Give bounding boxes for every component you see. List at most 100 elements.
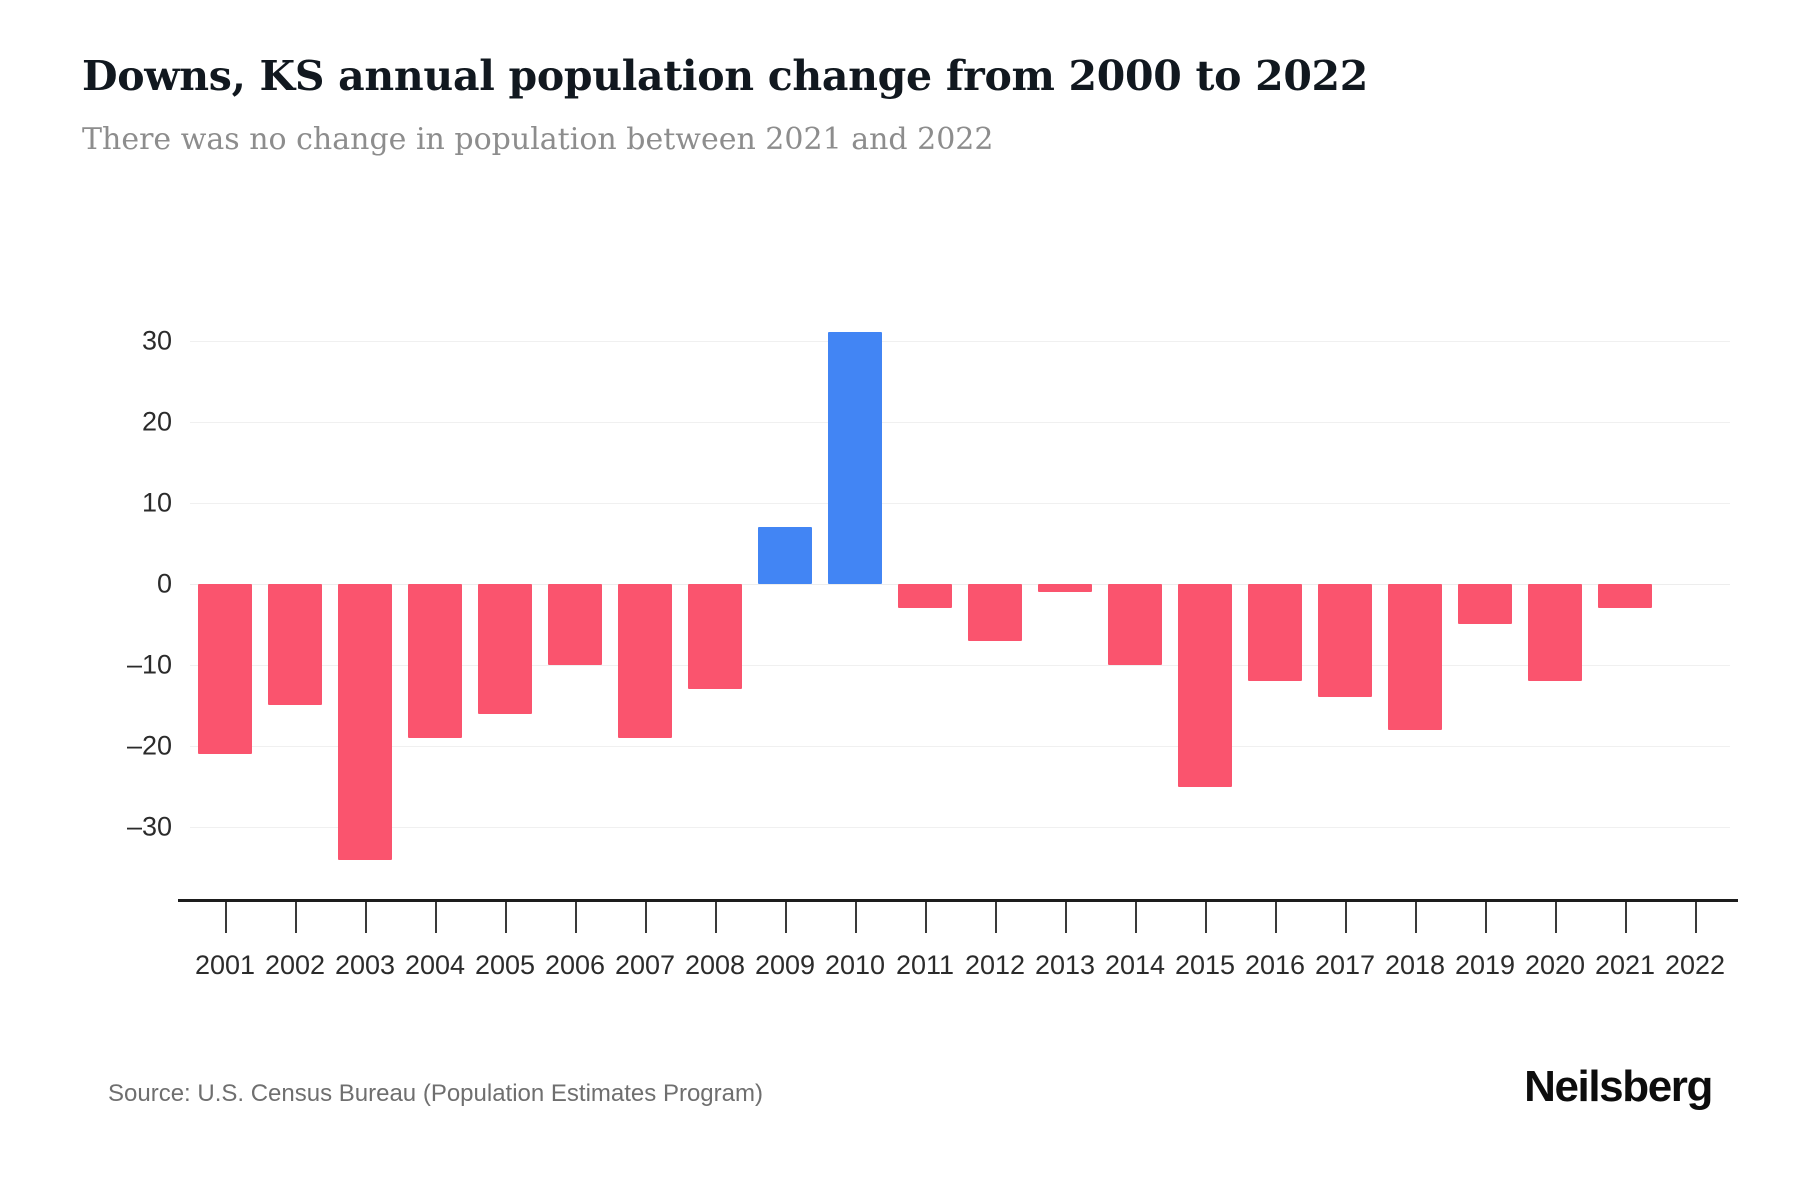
- bar-slot: [820, 300, 890, 892]
- bar-slot: [1450, 300, 1520, 892]
- x-axis-tick: [1275, 902, 1277, 933]
- x-axis-tick-label: 2007: [614, 950, 676, 980]
- page-subtitle: There was no change in population betwee…: [82, 122, 994, 158]
- bar-2014[interactable]: [1108, 583, 1162, 665]
- y-axis-tick-label: 0: [156, 568, 172, 599]
- x-axis-tick-label: 2004: [404, 950, 466, 980]
- bar-slot: [1380, 300, 1450, 892]
- x-axis-tick-label: 2020: [1524, 950, 1586, 980]
- source-note: Source: U.S. Census Bureau (Population E…: [108, 1080, 763, 1107]
- y-axis-tick-label: –30: [126, 811, 172, 842]
- bar-slot: [190, 300, 260, 892]
- y-axis-tick-label: 30: [141, 325, 172, 356]
- x-axis-tick: [295, 902, 297, 933]
- bar-2011[interactable]: [898, 583, 952, 609]
- bar-2017[interactable]: [1318, 583, 1372, 698]
- brand-logo: Neilsberg: [1524, 1062, 1713, 1111]
- x-axis-line: [178, 899, 1738, 902]
- zero-gridline: [190, 583, 1730, 585]
- bar-slot: [540, 300, 610, 892]
- plot-area: [190, 300, 1730, 892]
- x-axis-tick-label: 2006: [544, 950, 606, 980]
- bar-2016[interactable]: [1248, 583, 1302, 682]
- x-axis-tick-label: 2022: [1664, 950, 1726, 980]
- y-axis-tick-label: 10: [141, 487, 172, 518]
- bar-slot: [890, 300, 960, 892]
- x-axis-tick: [715, 902, 717, 933]
- x-axis-tick: [505, 902, 507, 933]
- x-axis-tick-label: 2019: [1454, 950, 1516, 980]
- bar-2013[interactable]: [1038, 583, 1092, 592]
- x-axis-tick-label: 2005: [474, 950, 536, 980]
- x-axis-tick: [435, 902, 437, 933]
- bar-2012[interactable]: [968, 583, 1022, 641]
- bar-2020[interactable]: [1528, 583, 1582, 682]
- bar-slot: [330, 300, 400, 892]
- bar-2010[interactable]: [828, 332, 882, 584]
- x-axis-tick: [1555, 902, 1557, 933]
- x-axis-tick-label: 2012: [964, 950, 1026, 980]
- x-axis-tick: [1135, 902, 1137, 933]
- x-axis-tick: [785, 902, 787, 933]
- bar-2004[interactable]: [408, 583, 462, 738]
- bar-slot: [1240, 300, 1310, 892]
- bar-slot: [1030, 300, 1100, 892]
- x-axis-tick: [1485, 902, 1487, 933]
- bar-2003[interactable]: [338, 583, 392, 860]
- page-title: Downs, KS annual population change from …: [82, 52, 1369, 100]
- bar-2001[interactable]: [198, 583, 252, 755]
- x-axis-tick-label: 2017: [1314, 950, 1376, 980]
- y-axis-tick-label: 20: [141, 406, 172, 437]
- x-axis-tick: [1345, 902, 1347, 933]
- x-axis-tick: [225, 902, 227, 933]
- x-axis-tick-label: 2002: [264, 950, 326, 980]
- bar-2021[interactable]: [1598, 583, 1652, 609]
- bar-2002[interactable]: [268, 583, 322, 706]
- bar-slot: [1100, 300, 1170, 892]
- y-axis-tick-label: –20: [126, 730, 172, 761]
- bar-2008[interactable]: [688, 583, 742, 690]
- bar-slot: [1660, 300, 1730, 892]
- x-axis-tick: [1065, 902, 1067, 933]
- x-axis-tick-label: 2015: [1174, 950, 1236, 980]
- bar-2018[interactable]: [1388, 583, 1442, 730]
- y-axis-tick-label: –10: [126, 649, 172, 680]
- bar-series: [190, 300, 1730, 892]
- x-axis-tick: [575, 902, 577, 933]
- x-axis-tick-label: 2003: [334, 950, 396, 980]
- gridline: [190, 502, 1730, 504]
- chart-header: Downs, KS annual population change from …: [82, 52, 1722, 158]
- bar-2019[interactable]: [1458, 583, 1512, 625]
- x-axis-tick: [645, 902, 647, 933]
- x-axis-tick-label: 2009: [754, 950, 816, 980]
- bar-slot: [400, 300, 470, 892]
- x-axis-tick-label: 2008: [684, 950, 746, 980]
- x-axis-tick-label: 2021: [1594, 950, 1656, 980]
- bar-2015[interactable]: [1178, 583, 1232, 787]
- x-axis-tick-label: 2016: [1244, 950, 1306, 980]
- gridline: [190, 827, 1730, 829]
- x-axis-tick: [995, 902, 997, 933]
- x-axis-tick-label: 2011: [895, 950, 955, 980]
- bar-slot: [750, 300, 820, 892]
- bar-slot: [470, 300, 540, 892]
- bar-2007[interactable]: [618, 583, 672, 738]
- x-axis-tick-label: 2010: [824, 950, 886, 980]
- bar-slot: [260, 300, 330, 892]
- bar-slot: [960, 300, 1030, 892]
- bar-2009[interactable]: [758, 527, 812, 584]
- gridline: [190, 746, 1730, 748]
- x-axis-tick: [1625, 902, 1627, 933]
- bar-2006[interactable]: [548, 583, 602, 665]
- gridline: [190, 340, 1730, 342]
- bar-slot: [680, 300, 750, 892]
- bar-2005[interactable]: [478, 583, 532, 714]
- bar-slot: [610, 300, 680, 892]
- x-axis-tick: [365, 902, 367, 933]
- bar-slot: [1310, 300, 1380, 892]
- x-axis-tick: [1415, 902, 1417, 933]
- bar-slot: [1520, 300, 1590, 892]
- gridline: [190, 664, 1730, 666]
